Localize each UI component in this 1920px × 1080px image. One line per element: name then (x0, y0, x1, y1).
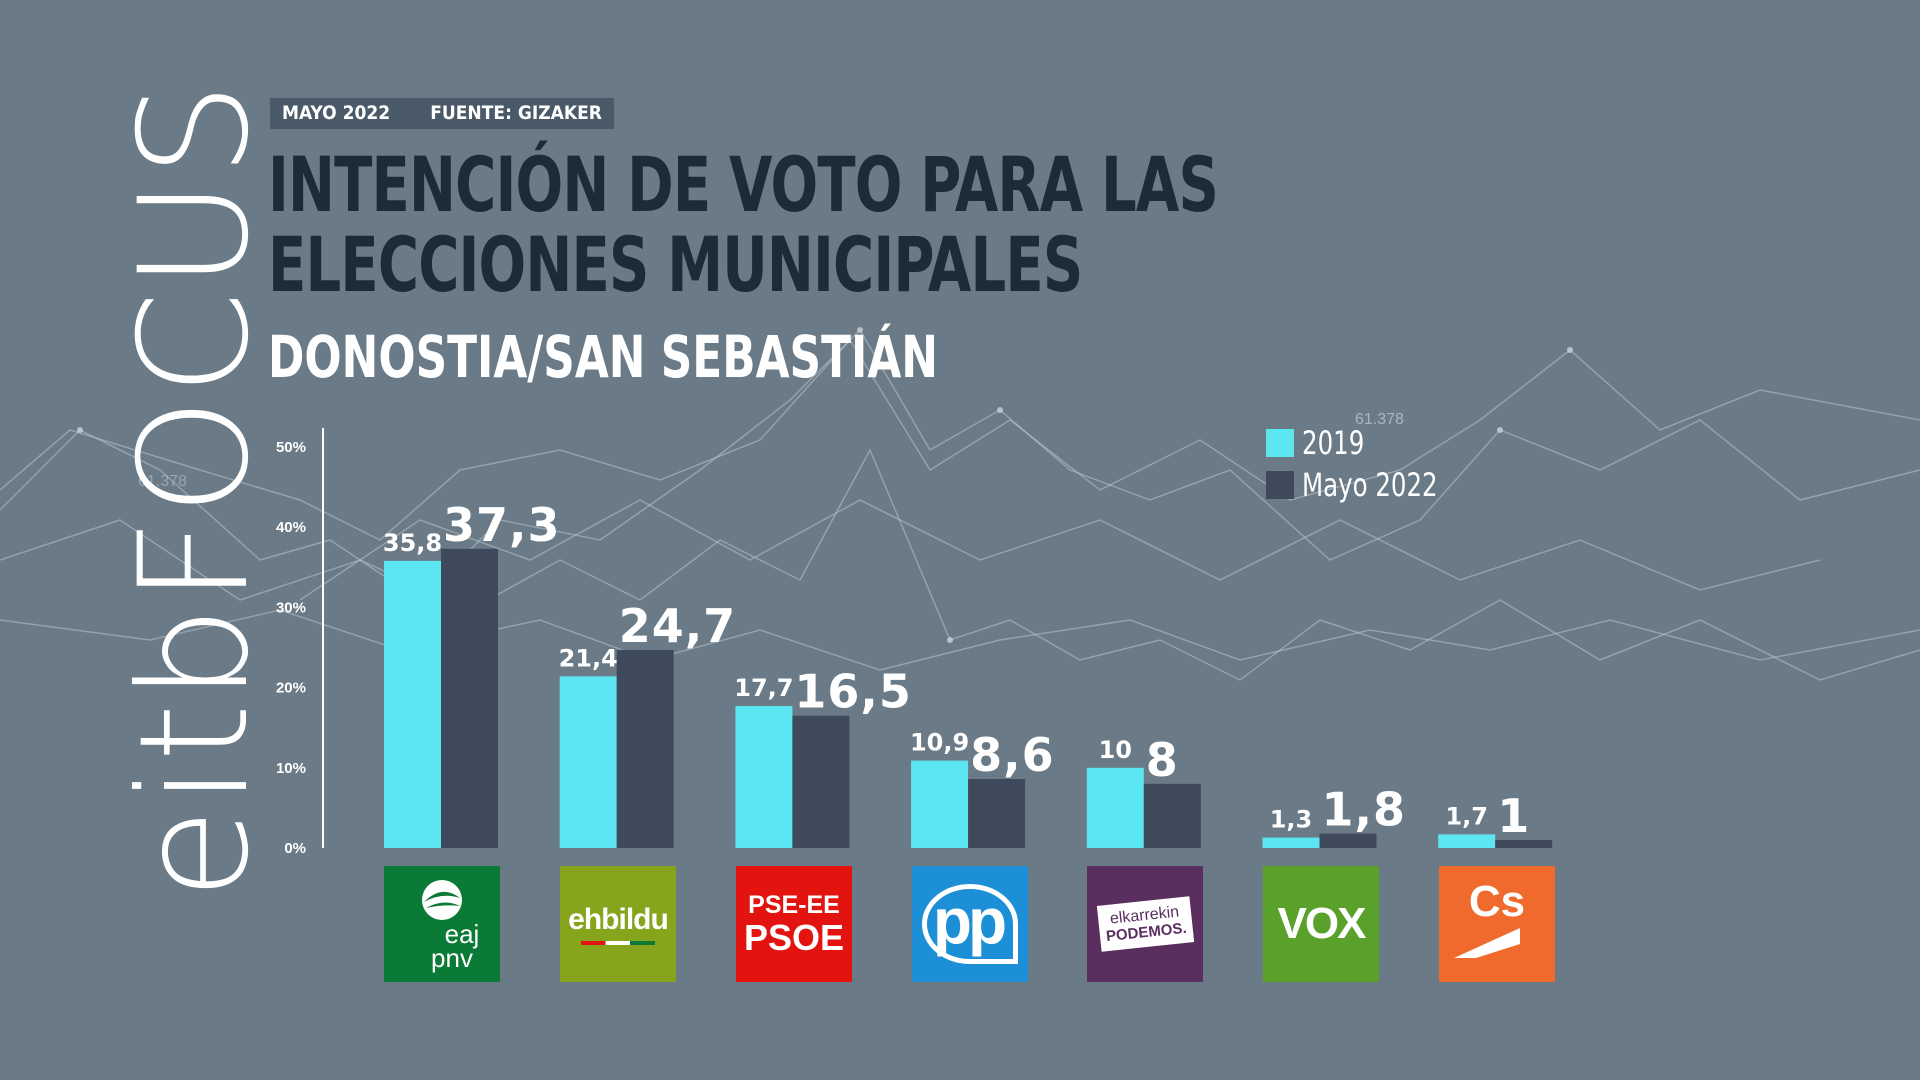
bar-2019-2 (735, 706, 793, 848)
cs-wedge-icon (1454, 928, 1520, 958)
legend-swatch-2022 (1266, 471, 1294, 499)
bar-2019-1 (559, 676, 617, 848)
meta-source: FUENTE: GIZAKER (430, 102, 602, 124)
bar-2022-3 (968, 779, 1026, 848)
chart-subtitle: DONOSTIA/SAN SEBASTIÁN (268, 323, 938, 391)
bar-2019-6 (1438, 834, 1496, 848)
logo-bildu: ehbildu (560, 866, 676, 982)
bar-2022-2 (792, 715, 850, 848)
legend-item-2022: Mayo 2022 (1266, 466, 1462, 504)
data-label-2022-6: 1 (1497, 789, 1530, 843)
bar-2022-6 (1495, 839, 1553, 848)
pnv-symbol-icon (422, 880, 462, 920)
data-label-2019-1: 21,4 (559, 644, 618, 672)
bildu-text: ehbildu (568, 903, 669, 936)
logo-podemos: elkarrekin PODEMOS. (1087, 866, 1203, 982)
bar-2022-5 (1319, 833, 1377, 848)
data-label-2022-4: 8 (1146, 733, 1179, 787)
pp-text: pp (921, 884, 1019, 964)
bar-2019-0 (384, 560, 441, 848)
legend-label-2019: 2019 (1302, 424, 1365, 462)
y-tick-label: 40% (276, 519, 306, 536)
logo-cs: Cs (1439, 866, 1555, 982)
bar-2019-3 (911, 760, 969, 848)
data-label-2022-5: 1,8 (1322, 783, 1407, 837)
vox-text: VOX (1277, 899, 1367, 948)
logo-psoe: PSE-EE PSOE (736, 866, 852, 982)
bar-2022-4 (1143, 783, 1201, 848)
y-tick-label: 10% (276, 760, 306, 777)
psoe-line2: PSOE (743, 917, 845, 958)
data-label-2022-3: 8,6 (970, 728, 1055, 782)
background-number-label: 61.378 (138, 473, 187, 490)
y-tick-label: 0% (284, 840, 306, 857)
data-label-2022-2: 16,5 (794, 665, 912, 719)
data-label-2019-5: 1,3 (1270, 806, 1313, 834)
psoe-line1: PSE-EE (748, 891, 840, 919)
bildu-stripe (581, 941, 655, 945)
legend-item-2019: 2019 (1266, 424, 1375, 462)
chart-title: INTENCIÓN DE VOTO PARA LAS ELECCIONES MU… (268, 140, 1219, 309)
bar-2019-4 (1086, 767, 1144, 848)
legend-label-2022: Mayo 2022 (1302, 466, 1438, 504)
data-label-2019-4: 10 (1099, 736, 1132, 764)
data-label-2019-2: 17,7 (734, 674, 793, 702)
bar-2022-1 (616, 649, 674, 848)
bar-2022-0 (441, 548, 498, 848)
y-tick-label: 20% (276, 680, 306, 697)
cs-text: Cs (1468, 877, 1526, 926)
legend-swatch-2019 (1266, 429, 1294, 457)
logo-pnv: eaj pnv (384, 866, 500, 982)
data-label-2019-0: 35,8 (383, 529, 442, 557)
pnv-line2: pnv (431, 943, 473, 973)
podemos-badge: elkarrekin PODEMOS. (1096, 896, 1194, 952)
bar-2019-5 (1262, 837, 1320, 848)
data-label-2019-6: 1,7 (1445, 802, 1488, 830)
meta-date: MAYO 2022 (282, 102, 391, 124)
logo-vox: VOX (1263, 866, 1379, 982)
pnv-line1: eaj (444, 919, 480, 949)
y-tick-label: 50% (276, 439, 306, 456)
data-label-2022-0: 37,3 (443, 498, 561, 552)
data-label-2019-3: 10,9 (910, 729, 969, 757)
data-label-2022-1: 24,7 (619, 599, 737, 653)
background-number-label: 61.378 (1355, 411, 1404, 428)
logo-pp: pp (912, 866, 1028, 982)
y-tick-label: 30% (276, 599, 306, 616)
meta-bar: MAYO 2022 FUENTE: GIZAKER (270, 98, 614, 129)
